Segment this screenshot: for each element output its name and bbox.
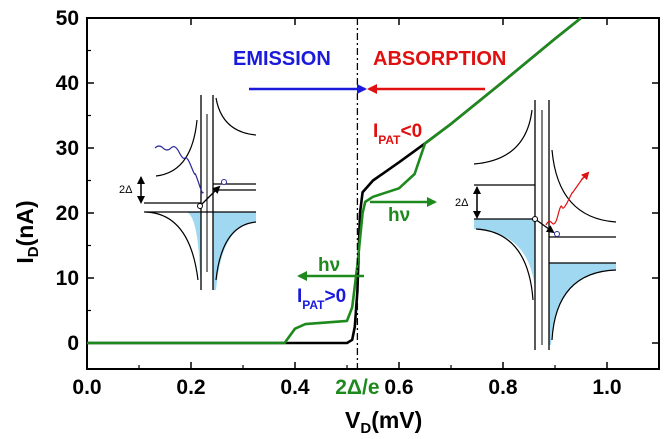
hv-left-label: hν [318, 255, 340, 276]
left-gap-label: 2Δ [119, 184, 133, 196]
y-axis-title: ID(nA) [12, 200, 42, 263]
y-tick-label: 10 [56, 267, 79, 290]
quasiparticle-dot-icon [221, 179, 227, 185]
emitted-photon-wave-icon [154, 145, 204, 194]
left-filled-band-right [213, 212, 256, 290]
y-tick-label: 30 [56, 137, 79, 160]
gap-marker-label: 2Δ/e [335, 376, 379, 399]
quasiparticle-dot-icon [532, 216, 538, 222]
right-filled-band-left [474, 219, 535, 290]
emission-label: EMISSION [233, 48, 331, 70]
absorption-band-diagram: 2Δ [455, 100, 617, 350]
right-filled-band-right [549, 263, 616, 345]
x-tick-label: 1.0 [592, 376, 621, 399]
series-layer [87, 16, 582, 345]
y-tick-label: 40 [56, 72, 79, 95]
x-tick-label: 0.0 [72, 376, 101, 399]
hv-right-label: hν [388, 205, 410, 226]
series-line-1 [87, 16, 582, 345]
x-tick-label: 0.4 [280, 376, 310, 399]
emission-band-diagram: 2Δ [119, 95, 257, 290]
x-tick-label: 0.2 [176, 376, 205, 399]
y-tick-label: 50 [56, 7, 79, 30]
absorption-label: ABSORPTION [373, 48, 506, 70]
ipat-positive-label: IPAT>0 [297, 286, 346, 312]
y-tick-label: 0 [67, 332, 79, 355]
plot-frame [86, 17, 660, 370]
left-filled-band-left [144, 212, 201, 290]
right-gap-label: 2Δ [455, 197, 469, 209]
absorbed-photon-wave-icon [545, 171, 590, 226]
x-tick-label: 0.6 [384, 376, 413, 399]
ipat-negative-label: IPAT<0 [373, 121, 422, 147]
x-tick-label: 0.8 [488, 376, 518, 399]
x-axis-title: VD(mV) [345, 407, 422, 437]
y-tick-label: 20 [56, 202, 79, 225]
axes: 0.0 0.2 0.4 0.6 0.8 1.0 0 10 20 30 40 50 2Δ/e [56, 7, 660, 399]
quasiparticle-dot-icon [554, 231, 560, 237]
quasiparticle-dot-icon [197, 203, 203, 209]
